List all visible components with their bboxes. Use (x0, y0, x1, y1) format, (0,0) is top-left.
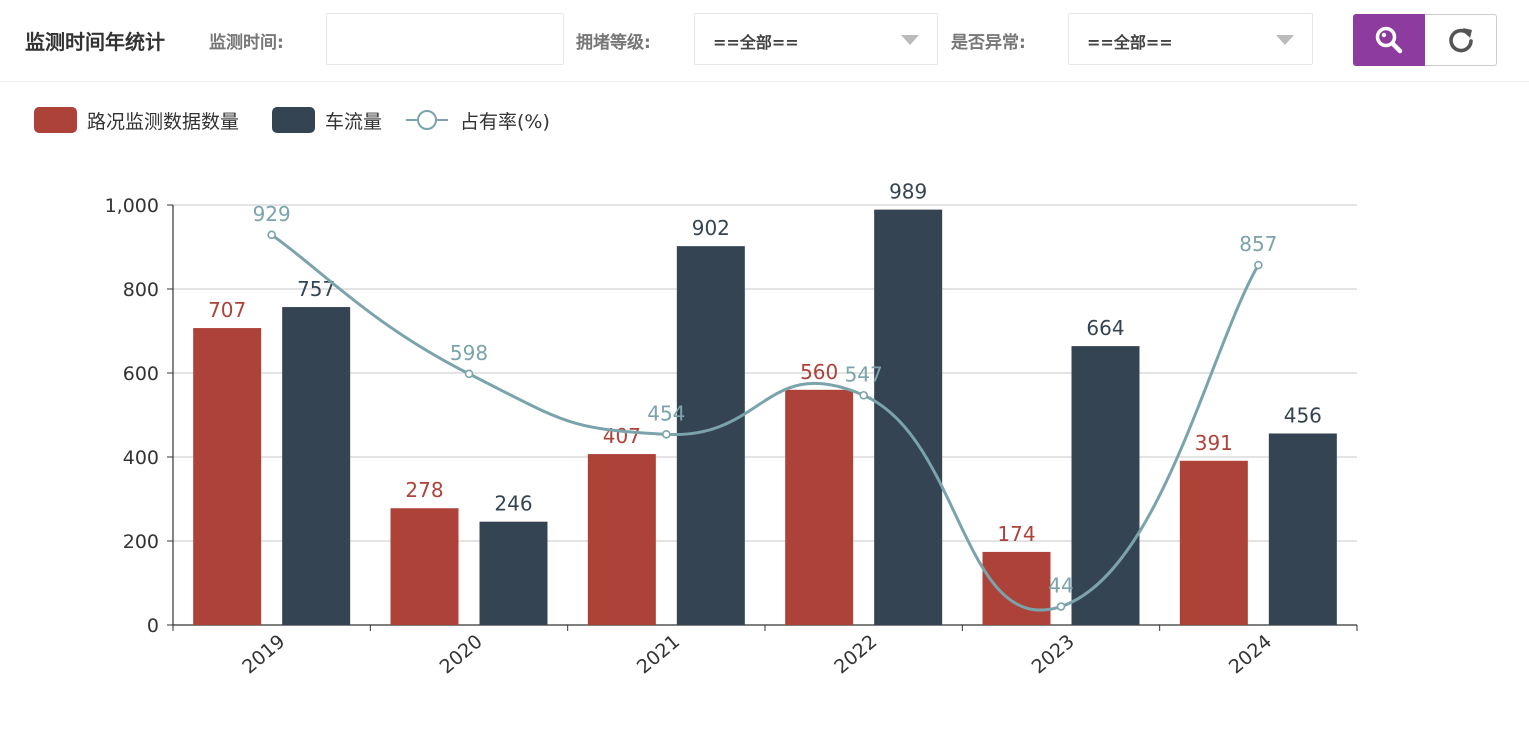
legend-line-marker (406, 107, 448, 133)
bar (1268, 433, 1337, 625)
line-point (1056, 602, 1066, 611)
line-point (267, 230, 276, 240)
bar (874, 209, 943, 625)
refresh-button[interactable] (1425, 14, 1497, 66)
legend-item-monitor-count[interactable]: 路况监测数据数量 (34, 106, 239, 134)
chevron-down-icon (901, 35, 919, 45)
y-tick-label: 200 (123, 531, 159, 553)
bar (785, 389, 854, 625)
legend-label: 车流量 (325, 110, 383, 133)
chevron-down-icon (1276, 35, 1294, 45)
abnormal-select[interactable]: ==全部== (1068, 13, 1313, 65)
bar-value-label: 902 (692, 216, 730, 240)
y-tick-label: 400 (123, 447, 159, 469)
bar-value-label: 757 (297, 277, 335, 301)
line-value-label: 598 (450, 341, 488, 365)
refresh-icon (1448, 28, 1473, 53)
line-point (464, 369, 474, 379)
bar (676, 246, 745, 625)
line-value-label: 857 (1239, 232, 1277, 256)
abnormal-label: 是否异常: (951, 33, 1026, 53)
bar (982, 551, 1051, 625)
abnormal-select-value: ==全部== (1087, 33, 1173, 52)
bar (193, 328, 262, 625)
bar (282, 307, 351, 625)
legend-swatch (34, 107, 77, 133)
bar (390, 508, 459, 625)
occupancy-line (270, 233, 1260, 612)
congestion-select-value: ==全部== (713, 33, 799, 52)
line-point (662, 430, 671, 439)
legend-item-traffic-flow[interactable]: 车流量 (272, 106, 382, 134)
bar-value-label: 560 (800, 360, 838, 384)
legend-label: 路况监测数据数量 (87, 110, 240, 133)
bar-value-label: 174 (997, 522, 1035, 546)
y-tick-label: 600 (123, 363, 159, 385)
bar (1179, 460, 1248, 625)
y-tick-label: 0 (147, 615, 159, 637)
x-tick-label: 2022 (830, 630, 881, 678)
filter-toolbar: 监测时间年统计 监测时间: 拥堵等级: ==全部== 是否异常: ==全部== (0, 0, 1529, 82)
bar (479, 521, 548, 625)
bar-value-label: 407 (603, 424, 641, 448)
y-tick-label: 1,000 (105, 195, 159, 217)
legend-item-occupancy[interactable]: 占有率(%) (406, 106, 550, 134)
bar-value-label: 989 (889, 180, 927, 204)
x-tick-label: 2021 (633, 630, 684, 678)
line-point (1254, 260, 1263, 270)
bar (1071, 346, 1140, 625)
bar-value-label: 278 (405, 478, 443, 502)
legend-swatch (272, 107, 315, 133)
line-value-label: 547 (845, 362, 883, 386)
line-value-label: 454 (647, 401, 685, 425)
time-input[interactable] (326, 13, 564, 65)
x-tick-label: 2024 (1225, 630, 1276, 678)
congestion-select[interactable]: ==全部== (694, 13, 938, 65)
bar-value-label: 664 (1086, 316, 1124, 340)
bar-value-label: 456 (1284, 403, 1322, 427)
legend-label: 占有率(%) (460, 110, 550, 133)
search-button[interactable] (1353, 14, 1425, 66)
bar (587, 454, 656, 625)
line-value-label: 929 (253, 202, 291, 226)
time-label: 监测时间: (209, 33, 284, 53)
bar-value-label: 246 (494, 492, 532, 516)
x-tick-label: 2019 (238, 630, 289, 678)
line-value-label: 44 (1048, 574, 1073, 598)
x-tick-label: 2020 (436, 630, 487, 678)
search-icon (1375, 26, 1403, 54)
bar-value-label: 391 (1195, 431, 1233, 455)
page-title: 监测时间年统计 (25, 30, 165, 54)
bar-value-label: 707 (208, 298, 246, 322)
x-tick-label: 2023 (1028, 630, 1079, 678)
line-point (859, 390, 868, 400)
y-tick-label: 800 (123, 279, 159, 301)
congestion-label: 拥堵等级: (576, 33, 651, 53)
